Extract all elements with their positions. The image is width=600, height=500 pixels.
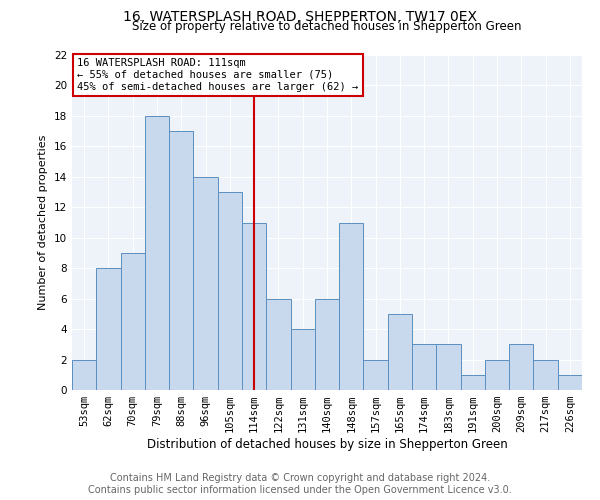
Bar <box>96 268 121 390</box>
Bar <box>145 116 169 390</box>
Bar <box>121 253 145 390</box>
Text: Contains HM Land Registry data © Crown copyright and database right 2024.
Contai: Contains HM Land Registry data © Crown c… <box>88 474 512 495</box>
Bar <box>364 360 388 390</box>
Bar <box>485 360 509 390</box>
Bar <box>412 344 436 390</box>
Y-axis label: Number of detached properties: Number of detached properties <box>38 135 49 310</box>
Title: Size of property relative to detached houses in Shepperton Green: Size of property relative to detached ho… <box>132 20 522 33</box>
Bar <box>388 314 412 390</box>
Bar <box>169 131 193 390</box>
Bar <box>509 344 533 390</box>
Bar <box>315 298 339 390</box>
Text: 16, WATERSPLASH ROAD, SHEPPERTON, TW17 0EX: 16, WATERSPLASH ROAD, SHEPPERTON, TW17 0… <box>123 10 477 24</box>
Bar <box>242 222 266 390</box>
Bar <box>266 298 290 390</box>
Bar <box>193 177 218 390</box>
Bar <box>436 344 461 390</box>
Bar <box>533 360 558 390</box>
Bar <box>72 360 96 390</box>
Bar <box>339 222 364 390</box>
Bar <box>461 375 485 390</box>
Text: 16 WATERSPLASH ROAD: 111sqm
← 55% of detached houses are smaller (75)
45% of sem: 16 WATERSPLASH ROAD: 111sqm ← 55% of det… <box>77 58 358 92</box>
Bar <box>290 329 315 390</box>
Bar <box>558 375 582 390</box>
X-axis label: Distribution of detached houses by size in Shepperton Green: Distribution of detached houses by size … <box>146 438 508 451</box>
Bar <box>218 192 242 390</box>
